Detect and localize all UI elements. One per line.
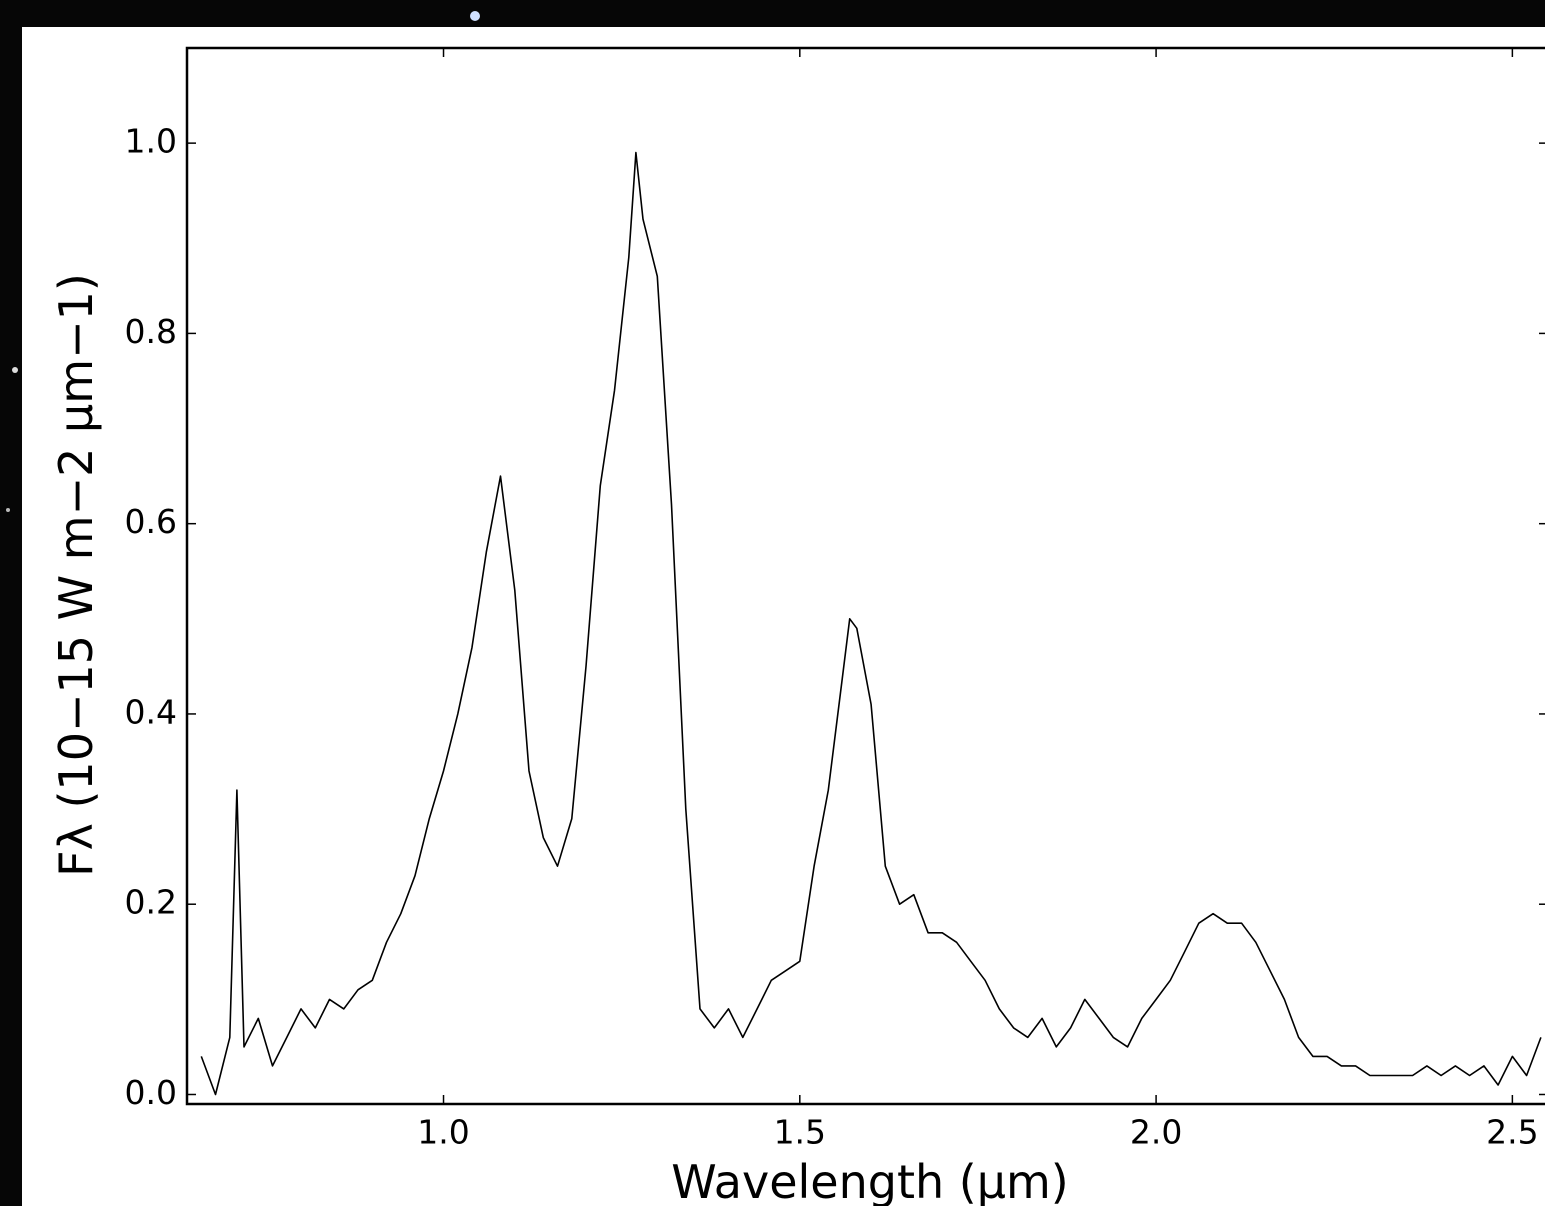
y-tick-label: 0.8: [125, 312, 177, 351]
y-tick-label: 0.4: [125, 692, 177, 731]
star: [470, 11, 480, 21]
y-tick-label: 1.0: [125, 122, 177, 161]
star: [6, 508, 10, 512]
x-tick-label: 1.5: [774, 1113, 826, 1152]
x-tick-label: 2.5: [1486, 1113, 1538, 1152]
spectrum-line: [200, 151, 1542, 1096]
figure-panel: [22, 27, 1545, 1206]
y-tick-label: 0.6: [125, 502, 177, 541]
y-tick-label: 0.2: [125, 883, 177, 922]
x-tick-label: 1.0: [417, 1113, 469, 1152]
y-tick-label: 0.0: [125, 1073, 177, 1112]
plot-frame: [185, 46, 1545, 1106]
x-tick-label: 2.0: [1130, 1113, 1182, 1152]
x-axis-label: Wavelength (μm): [671, 1155, 1068, 1206]
star: [12, 367, 18, 373]
y-axis-label: Fλ (10−15 W m−2 μm−1): [49, 273, 103, 877]
